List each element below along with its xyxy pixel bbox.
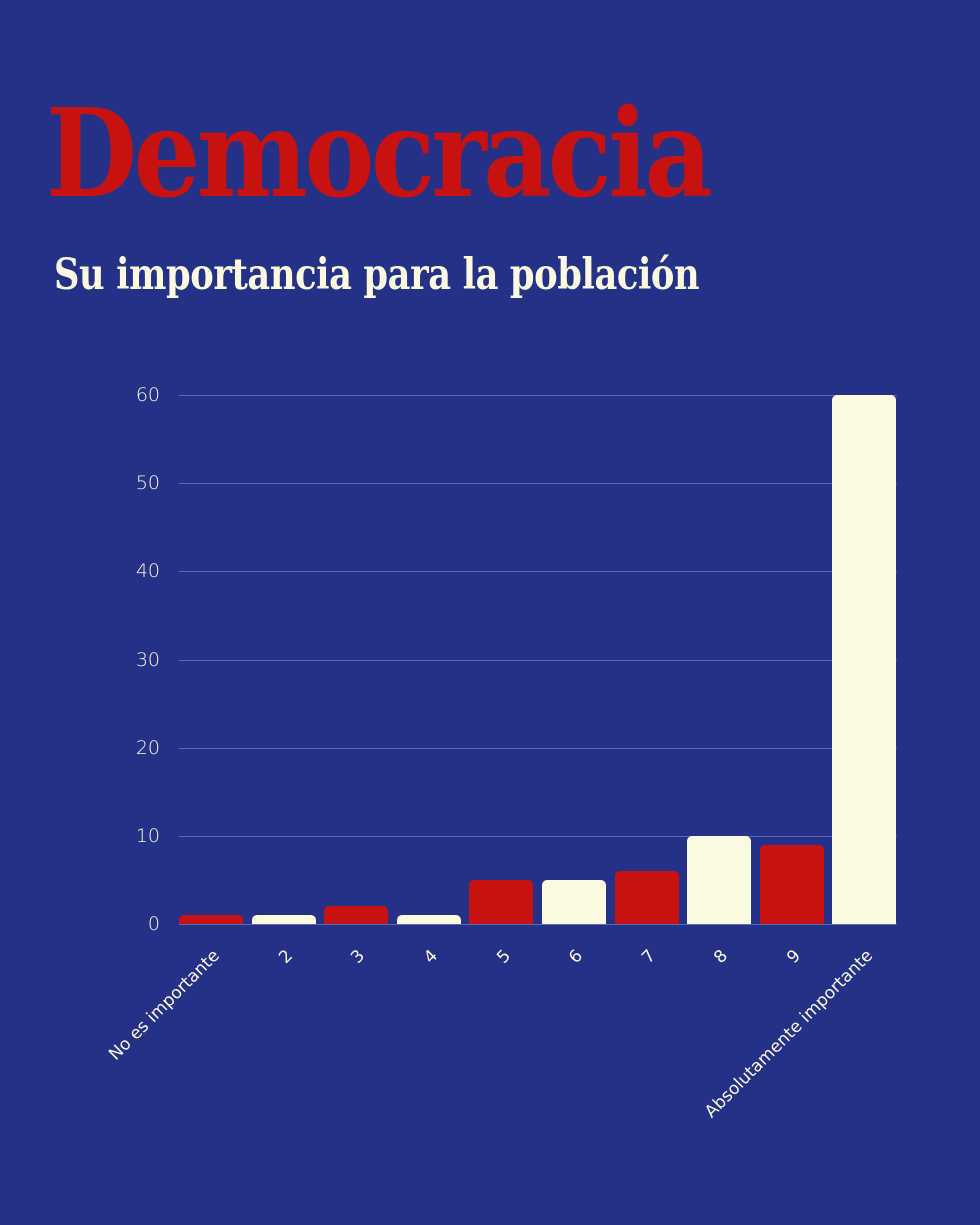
bar [396, 915, 461, 924]
x-tick-label: 7 [637, 945, 660, 968]
gridline [179, 659, 897, 661]
gridline [179, 395, 897, 396]
gridline [179, 747, 897, 749]
x-tick-label: 3 [347, 945, 370, 968]
y-tick-label: 0 [147, 913, 160, 935]
x-tick-label: 4 [420, 945, 442, 968]
x-tick-label: No es importante [105, 945, 225, 1065]
y-tick-label: 50 [135, 472, 160, 495]
bar [251, 915, 316, 924]
bar [469, 879, 534, 924]
x-tick-label: 6 [565, 945, 588, 968]
y-tick-label: 30 [135, 648, 160, 671]
gridline [179, 571, 897, 573]
chart-title: Democracia [46, 81, 713, 225]
x-tick-label: 5 [492, 945, 515, 968]
gridline [179, 835, 897, 837]
gridline [179, 924, 897, 925]
bar [324, 906, 389, 924]
bar [832, 395, 897, 924]
bar [179, 915, 243, 924]
bar [542, 879, 606, 924]
x-tick-label: 2 [274, 945, 297, 968]
x-tick-label: Absolutamente importante [701, 945, 878, 1123]
y-tick-label: 40 [135, 560, 160, 583]
x-tick-label: 9 [783, 945, 805, 968]
gridline [179, 483, 897, 485]
y-tick-label: 60 [135, 384, 160, 406]
y-tick-label: 20 [135, 736, 160, 759]
bar [687, 835, 752, 924]
chart-subtitle: Su importancia para la población [54, 250, 700, 300]
bar [759, 844, 824, 924]
bar [614, 871, 679, 924]
x-tick-label: 8 [710, 945, 733, 968]
y-tick-label: 10 [135, 824, 160, 847]
